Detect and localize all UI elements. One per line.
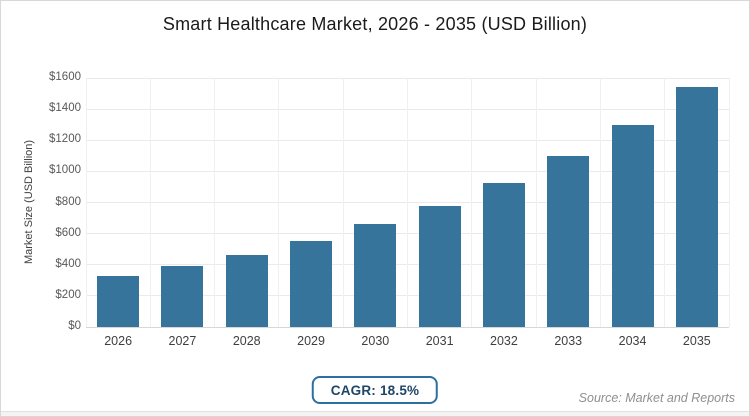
x-tick-label: 2028 [232,334,261,348]
h-gridline [86,326,729,328]
y-tick-label: $0 [68,320,81,332]
v-gridline [278,78,280,327]
y-tick-label: $800 [55,195,81,208]
window-bottom-edge [1,411,749,416]
v-gridline [407,78,408,327]
v-gridline [728,78,730,327]
y-tick-label: $1000 [49,164,81,177]
y-tick-label: $1600 [49,71,81,83]
x-tick-label: 2034 [618,334,647,348]
cagr-label: CAGR: 18.5% [330,382,420,398]
bar-2031 [418,205,461,327]
bar-2030 [354,224,397,327]
x-tick-label: 2035 [682,334,711,348]
bar-2026 [97,275,140,327]
v-gridline [85,78,87,327]
bar-2035 [675,86,718,327]
cagr-badge: CAGR: 18.5% [311,376,439,404]
v-gridline [471,78,473,327]
bar-2033 [547,155,590,327]
y-tick-label: $1200 [49,133,81,146]
x-tick-label: 2029 [297,334,325,348]
bar-2028 [225,254,268,327]
v-gridline [535,78,537,327]
y-tick-label: $200 [55,288,81,301]
bar-2029 [290,240,333,327]
x-tick-label: 2031 [425,334,454,348]
v-gridline [664,78,666,327]
v-gridline [214,78,216,327]
v-gridline [599,78,601,327]
y-tick-label: $1400 [49,102,81,115]
v-gridline [342,78,344,327]
v-gridline [149,78,151,327]
x-tick-label: 2026 [104,334,133,348]
y-tick-label: $400 [55,257,81,270]
chart-title: Smart Healthcare Market, 2026 - 2035 (US… [162,14,588,34]
x-tick-label: 2033 [554,334,583,348]
y-tick-label: $600 [55,226,81,239]
x-tick-label: 2030 [361,334,390,348]
bar-2032 [482,183,525,327]
bar-2034 [611,124,654,327]
x-tick-label: 2027 [168,334,197,348]
bar-2027 [161,266,204,327]
source-text: Source: Market and Reports [578,391,735,405]
x-tick-label: 2032 [490,334,518,348]
